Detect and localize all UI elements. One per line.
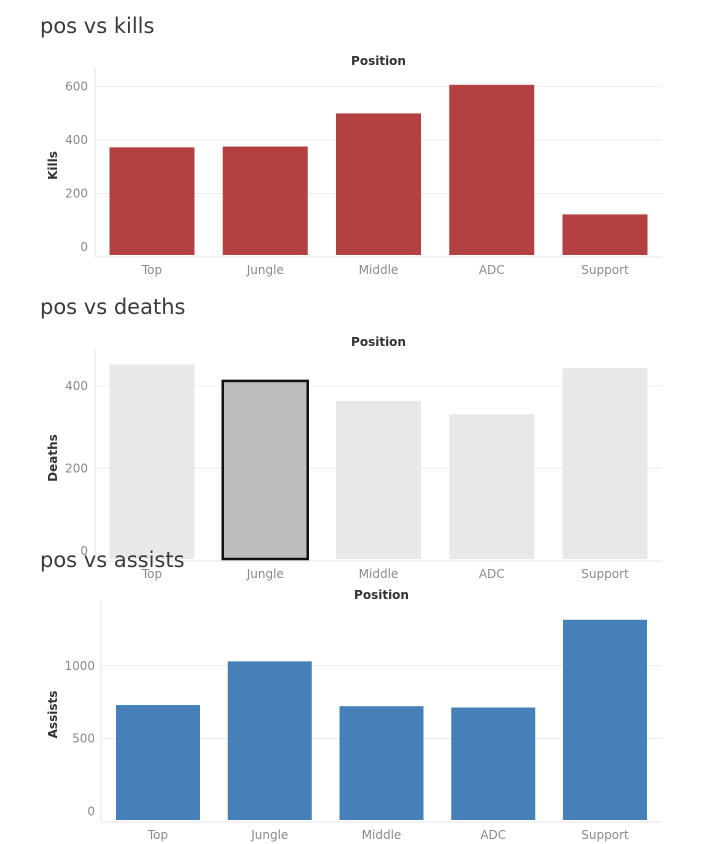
y-tick-label: 400 xyxy=(65,379,88,393)
deaths-bar-chart[interactable]: Position Deaths 0 200 400 Top Jungle Middle ADC S… xyxy=(0,331,720,581)
x-tick-label: Support xyxy=(581,567,629,581)
deaths-panel: pos vs deaths Position Deaths 0 200 400 Top Ju… xyxy=(0,281,720,581)
y-tick-label: 0 xyxy=(87,804,95,818)
x-tick-label: Jungle xyxy=(246,263,284,277)
bar-top[interactable] xyxy=(109,364,195,559)
bar-adc[interactable] xyxy=(449,84,535,255)
y-tick-label: 0 xyxy=(80,544,88,558)
x-axis-title: Position xyxy=(351,335,406,349)
bar-jungle[interactable] xyxy=(227,661,312,820)
bar-top[interactable] xyxy=(109,147,195,255)
y-tick-label: 400 xyxy=(65,133,88,147)
bar-top[interactable] xyxy=(116,705,200,820)
y-axis-title: Kills xyxy=(46,151,60,180)
bar-jungle[interactable] xyxy=(222,146,308,255)
bar-adc[interactable] xyxy=(449,414,535,559)
x-tick-label: Middle xyxy=(362,828,402,842)
x-axis-title: Position xyxy=(354,588,409,602)
x-tick-label: Support xyxy=(581,263,629,277)
x-tick-label: Jungle xyxy=(250,828,288,842)
x-tick-label: Middle xyxy=(359,567,399,581)
x-tick-label: ADC xyxy=(479,567,505,581)
x-tick-label: ADC xyxy=(480,828,506,842)
x-tick-label: Top xyxy=(141,263,162,277)
assists-chart-title: pos vs assists xyxy=(40,548,185,572)
y-tick-label: 600 xyxy=(65,80,88,94)
bar-adc[interactable] xyxy=(451,707,536,820)
x-tick-label: ADC xyxy=(479,263,505,277)
bar-middle[interactable] xyxy=(336,113,421,255)
x-axis-title: Position xyxy=(351,54,406,68)
x-tick-label: Support xyxy=(581,828,629,842)
assists-panel: pos vs assists Position Assists 0 500 1000 To… xyxy=(0,534,720,842)
y-tick-label: 200 xyxy=(65,461,88,475)
bar-jungle[interactable] xyxy=(221,379,309,561)
x-tick-label: Top xyxy=(141,567,162,581)
bar-middle[interactable] xyxy=(339,706,424,820)
kills-chart-title: pos vs kills xyxy=(40,14,155,38)
x-tick-label: Jungle xyxy=(246,567,284,581)
assists-bar-chart[interactable]: Position Assists 0 500 1000 Top Jungle Middle AD… xyxy=(0,584,720,844)
bar-support[interactable] xyxy=(562,368,648,559)
y-tick-label: 200 xyxy=(65,187,88,201)
bar-middle[interactable] xyxy=(336,400,421,559)
kills-panel: pos vs kills Position Kills 0 200 400 600 Top J… xyxy=(0,0,720,290)
x-tick-label: Middle xyxy=(359,263,399,277)
y-tick-label: 1000 xyxy=(64,659,95,673)
y-tick-label: 0 xyxy=(80,240,88,254)
y-tick-label: 500 xyxy=(72,732,95,746)
y-axis-title: Deaths xyxy=(46,434,60,482)
bar-support[interactable] xyxy=(563,619,647,820)
bar-support[interactable] xyxy=(562,214,648,255)
x-tick-label: Top xyxy=(147,828,168,842)
deaths-chart-title: pos vs deaths xyxy=(40,295,186,319)
y-axis-title: Assists xyxy=(46,691,60,739)
kills-bar-chart[interactable]: Position Kills 0 200 400 600 Top Jungle Middle AD… xyxy=(0,50,720,280)
